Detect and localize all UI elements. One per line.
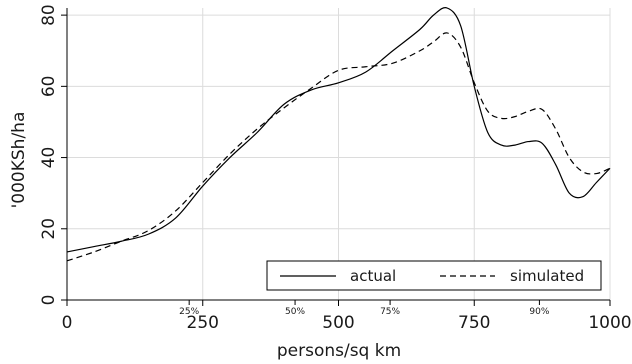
y-axis-ticks: 0 20 40 60 80: [39, 4, 67, 305]
y-axis-label: '000KSh/ha: [9, 112, 29, 209]
percentile-markers: 25% 50% 75% 90%: [179, 300, 550, 317]
legend: actual simulated: [266, 260, 602, 291]
percentile-label-3: 90%: [529, 307, 549, 317]
series-lines: [66, 7, 611, 262]
y-tick-label-0: 0: [39, 295, 59, 306]
percentile-label-1: 50%: [285, 307, 305, 317]
x-tick-label-4: 1000: [588, 313, 631, 333]
percentile-label-0: 25%: [179, 307, 199, 317]
percentile-label-2: 75%: [380, 307, 400, 317]
x-tick-label-0: 0: [62, 313, 73, 333]
legend-label-actual: actual: [350, 267, 396, 285]
y-tick-label-3: 60: [39, 76, 59, 98]
legend-label-simulated: simulated: [510, 267, 584, 285]
x-tick-label-2: 500: [322, 313, 354, 333]
y-tick-label-1: 20: [39, 218, 59, 240]
gridlines: [66, 8, 611, 301]
series-line-simulated: [66, 32, 611, 262]
series-line-actual: [66, 7, 611, 253]
y-tick-label-2: 40: [39, 147, 59, 169]
y-tick-label-4: 80: [39, 4, 59, 26]
x-axis-label: persons/sq km: [277, 341, 401, 361]
x-axis-ticks: 0 250 500 750 1000: [62, 300, 632, 333]
legend-box: [266, 260, 602, 291]
x-tick-label-1: 250: [187, 313, 219, 333]
x-tick-label-3: 750: [458, 313, 490, 333]
